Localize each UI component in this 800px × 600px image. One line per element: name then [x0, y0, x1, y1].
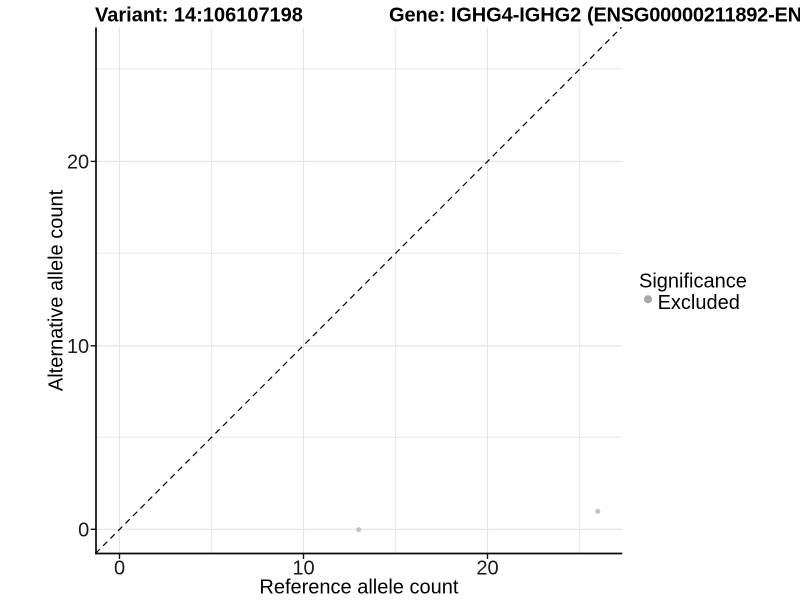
svg-text:10: 10 [292, 558, 314, 580]
svg-text:0: 0 [78, 520, 89, 542]
svg-text:Alternative allele count: Alternative allele count [46, 189, 68, 391]
svg-text:Variant: 14:106107198: Variant: 14:106107198 [95, 5, 303, 27]
svg-text:(ENSG00000211892-ENSG000002118: (ENSG00000211892-ENSG00000211893) [587, 5, 800, 27]
svg-text:0: 0 [114, 558, 125, 580]
svg-text:20: 20 [67, 152, 89, 174]
svg-text:Excluded: Excluded [658, 292, 740, 314]
svg-text:Reference allele count: Reference allele count [259, 577, 458, 599]
svg-text:Significance: Significance [639, 271, 747, 293]
svg-text:Gene: IGHG4-IGHG2: Gene: IGHG4-IGHG2 [389, 5, 581, 27]
svg-text:20: 20 [476, 558, 498, 580]
svg-text:10: 10 [67, 336, 89, 358]
